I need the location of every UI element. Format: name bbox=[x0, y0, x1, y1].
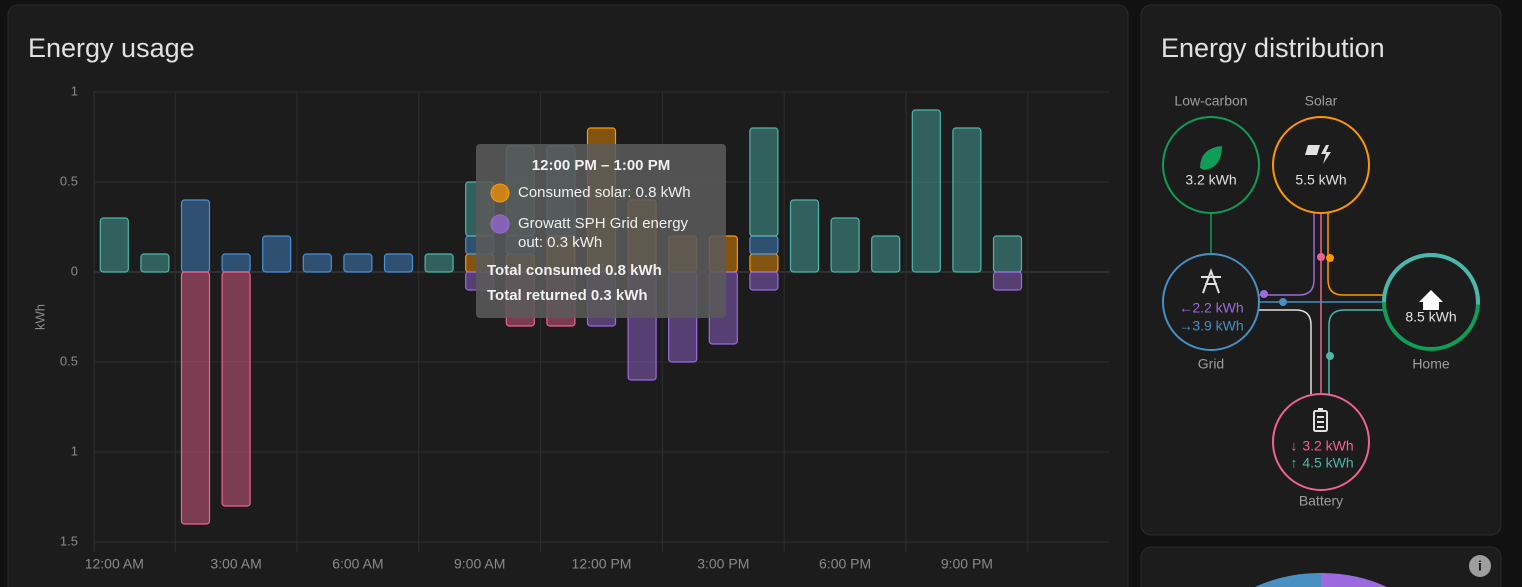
x-tick-label: 9:00 AM bbox=[454, 556, 505, 572]
y-tick-label: 0.5 bbox=[60, 173, 78, 188]
next-card bbox=[1140, 546, 1502, 587]
info-button[interactable] bbox=[1469, 555, 1491, 577]
dot bbox=[1279, 298, 1287, 306]
arrow: → bbox=[1179, 318, 1193, 334]
bar bbox=[789, 199, 820, 273]
distribution-title: Energy distribution bbox=[1161, 33, 1385, 63]
y-tick-label: 0 bbox=[71, 263, 78, 278]
pie-slice bbox=[1321, 573, 1387, 587]
x-tick-label: 6:00 AM bbox=[332, 556, 383, 572]
node-value: 3.2 kWh bbox=[1185, 172, 1236, 188]
bar bbox=[749, 127, 779, 237]
home-icon bbox=[1419, 290, 1443, 310]
tooltip-dot bbox=[490, 214, 510, 234]
bar bbox=[749, 271, 779, 291]
tooltip-total: Total returned 0.3 kWh bbox=[487, 287, 648, 304]
bar bbox=[749, 235, 779, 255]
bar bbox=[221, 253, 251, 273]
bar bbox=[992, 271, 1023, 291]
flow bbox=[1259, 309, 1312, 394]
dot bbox=[1326, 254, 1334, 262]
x-tick-label: 6:00 PM bbox=[819, 556, 871, 572]
battery-node bbox=[1272, 393, 1370, 491]
y-axis-label: kWh bbox=[32, 304, 47, 330]
tooltip: 12:00 PM – 1:00 PM Consumed solar: 0.8 kW… bbox=[476, 144, 726, 318]
solar-node bbox=[1272, 116, 1370, 214]
x-tick-label: 3:00 AM bbox=[210, 556, 261, 572]
solar-icon bbox=[1305, 145, 1331, 164]
bar bbox=[871, 235, 901, 273]
bar bbox=[180, 271, 211, 525]
usage-title: Energy usage bbox=[28, 33, 195, 63]
y-tick-label: 0.5 bbox=[60, 353, 78, 368]
bar bbox=[952, 127, 982, 273]
bar bbox=[424, 253, 454, 273]
flow bbox=[1327, 213, 1383, 296]
tower-icon bbox=[1201, 268, 1221, 294]
tooltip-dot bbox=[490, 183, 510, 203]
tooltip-item: Consumed solar: 0.8 kWh bbox=[518, 184, 691, 201]
bar bbox=[99, 217, 129, 273]
bar bbox=[830, 217, 860, 273]
arrow: ↑ bbox=[1291, 455, 1298, 471]
bar bbox=[992, 235, 1023, 273]
bar bbox=[221, 271, 251, 507]
x-tick-label: 12:00 AM bbox=[85, 556, 144, 572]
bar bbox=[749, 253, 779, 273]
y-tick-label: 1 bbox=[71, 443, 78, 458]
bar bbox=[262, 235, 292, 273]
x-tick-label: 12:00 PM bbox=[572, 556, 632, 572]
node-label: Home bbox=[1412, 356, 1450, 372]
node-label: Grid bbox=[1198, 356, 1224, 372]
flow bbox=[1259, 213, 1315, 296]
tooltip-box bbox=[476, 144, 726, 318]
tooltip-item: Growatt SPH Grid energy out: 0.3 kWh bbox=[518, 215, 689, 251]
bar bbox=[911, 109, 941, 273]
home-ring bbox=[1382, 253, 1480, 351]
arrow: ↓ bbox=[1291, 438, 1298, 454]
node-value: 5.5 kWh bbox=[1295, 172, 1346, 188]
dot bbox=[1260, 290, 1268, 298]
node-label: Solar bbox=[1305, 93, 1338, 109]
grid-returned: 2.2 kWh bbox=[1192, 300, 1243, 316]
y-tick-label: 1.5 bbox=[60, 533, 78, 548]
x-tick-label: 3:00 PM bbox=[697, 556, 749, 572]
bar bbox=[383, 253, 414, 273]
arrow: ← bbox=[1179, 300, 1193, 316]
battery-discharged: 4.5 kWh bbox=[1302, 455, 1353, 471]
dot bbox=[1326, 352, 1334, 360]
y-tick-label: 1 bbox=[71, 83, 78, 98]
leaf-icon bbox=[1200, 146, 1222, 170]
tooltip-title: 12:00 PM – 1:00 PM bbox=[532, 157, 670, 174]
flow bbox=[1328, 309, 1383, 394]
node-value: 8.5 kWh bbox=[1405, 309, 1456, 325]
bar bbox=[180, 199, 211, 273]
grid-consumed: 3.9 kWh bbox=[1192, 318, 1243, 334]
pie-slice bbox=[1255, 573, 1321, 587]
bar bbox=[343, 253, 373, 273]
battery-charged: 3.2 kWh bbox=[1302, 438, 1353, 454]
info-icon: i bbox=[1478, 558, 1482, 574]
tooltip-total: Total consumed 0.8 kWh bbox=[487, 262, 662, 279]
x-tick-label: 9:00 PM bbox=[941, 556, 993, 572]
bar bbox=[140, 253, 170, 273]
bar bbox=[302, 253, 332, 273]
flow-dots bbox=[1260, 253, 1334, 360]
battery-icon bbox=[1313, 408, 1328, 432]
node-label: Battery bbox=[1299, 493, 1343, 509]
grid-node bbox=[1162, 253, 1260, 351]
dot bbox=[1317, 253, 1325, 261]
node-label: Low-carbon bbox=[1174, 93, 1247, 109]
